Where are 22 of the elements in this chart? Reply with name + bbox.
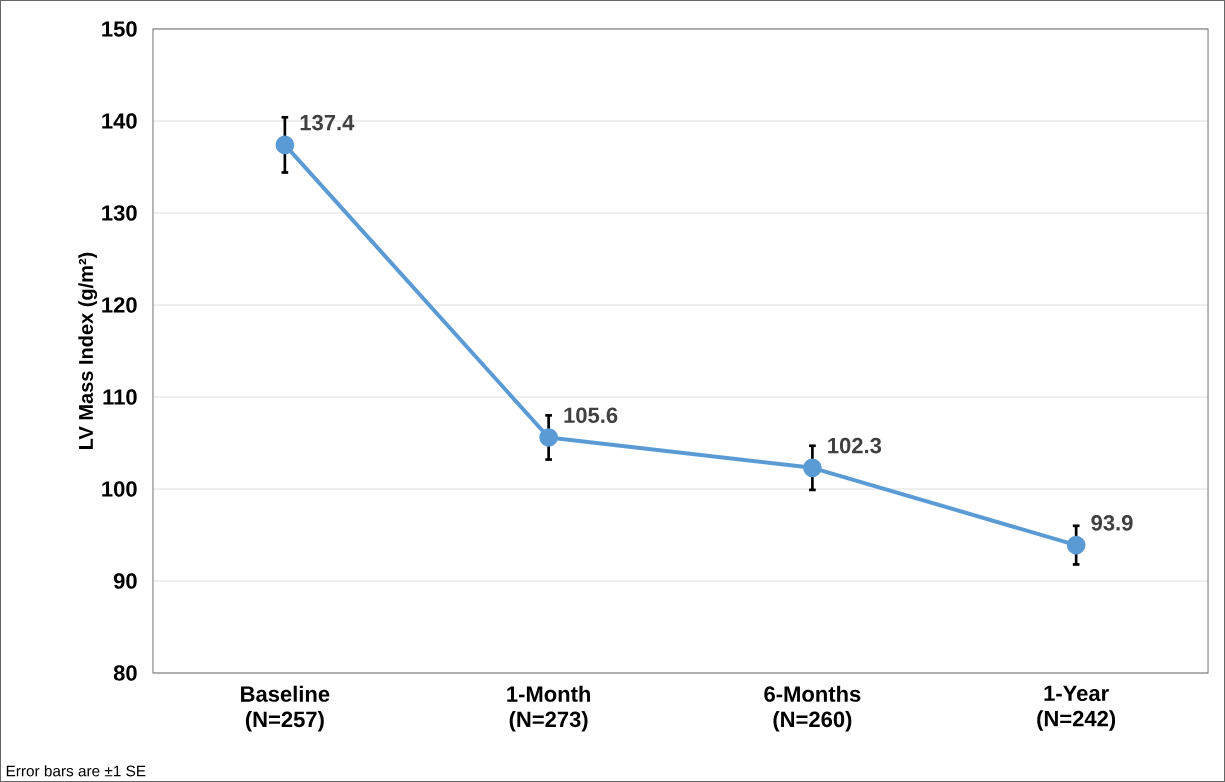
y-axis-title: LV Mass Index (g/m²): [78, 252, 98, 449]
point: [1066, 535, 1086, 555]
y-tick-label: 130: [102, 205, 137, 221]
y-tick-label: 120: [102, 297, 137, 313]
y-tick-label: 100: [102, 481, 137, 497]
data-label: 102.3: [828, 437, 882, 454]
text: Error bars are ±1 SE: [6, 765, 146, 777]
x-tick-label: 6-Months (N=260): [764, 685, 861, 732]
data-label: 93.9: [1091, 515, 1133, 531]
y-tick-label: 90: [113, 573, 137, 589]
data-label: 137.4: [300, 114, 355, 131]
y-tick-label: 140: [102, 113, 137, 129]
y-tick-label: 110: [103, 389, 137, 405]
point: [803, 458, 822, 478]
data-label: 105.6: [564, 407, 618, 424]
y-tick-label: 80: [113, 665, 137, 681]
x-tick-label: 1-Month (N=273): [507, 685, 591, 732]
x-tick-label: Baseline (N=257): [241, 685, 330, 732]
x-tick-label: 1-Year (N=242): [1037, 685, 1116, 731]
point: [539, 428, 558, 447]
point: [275, 135, 295, 155]
y-tick-label: 150: [102, 21, 137, 37]
